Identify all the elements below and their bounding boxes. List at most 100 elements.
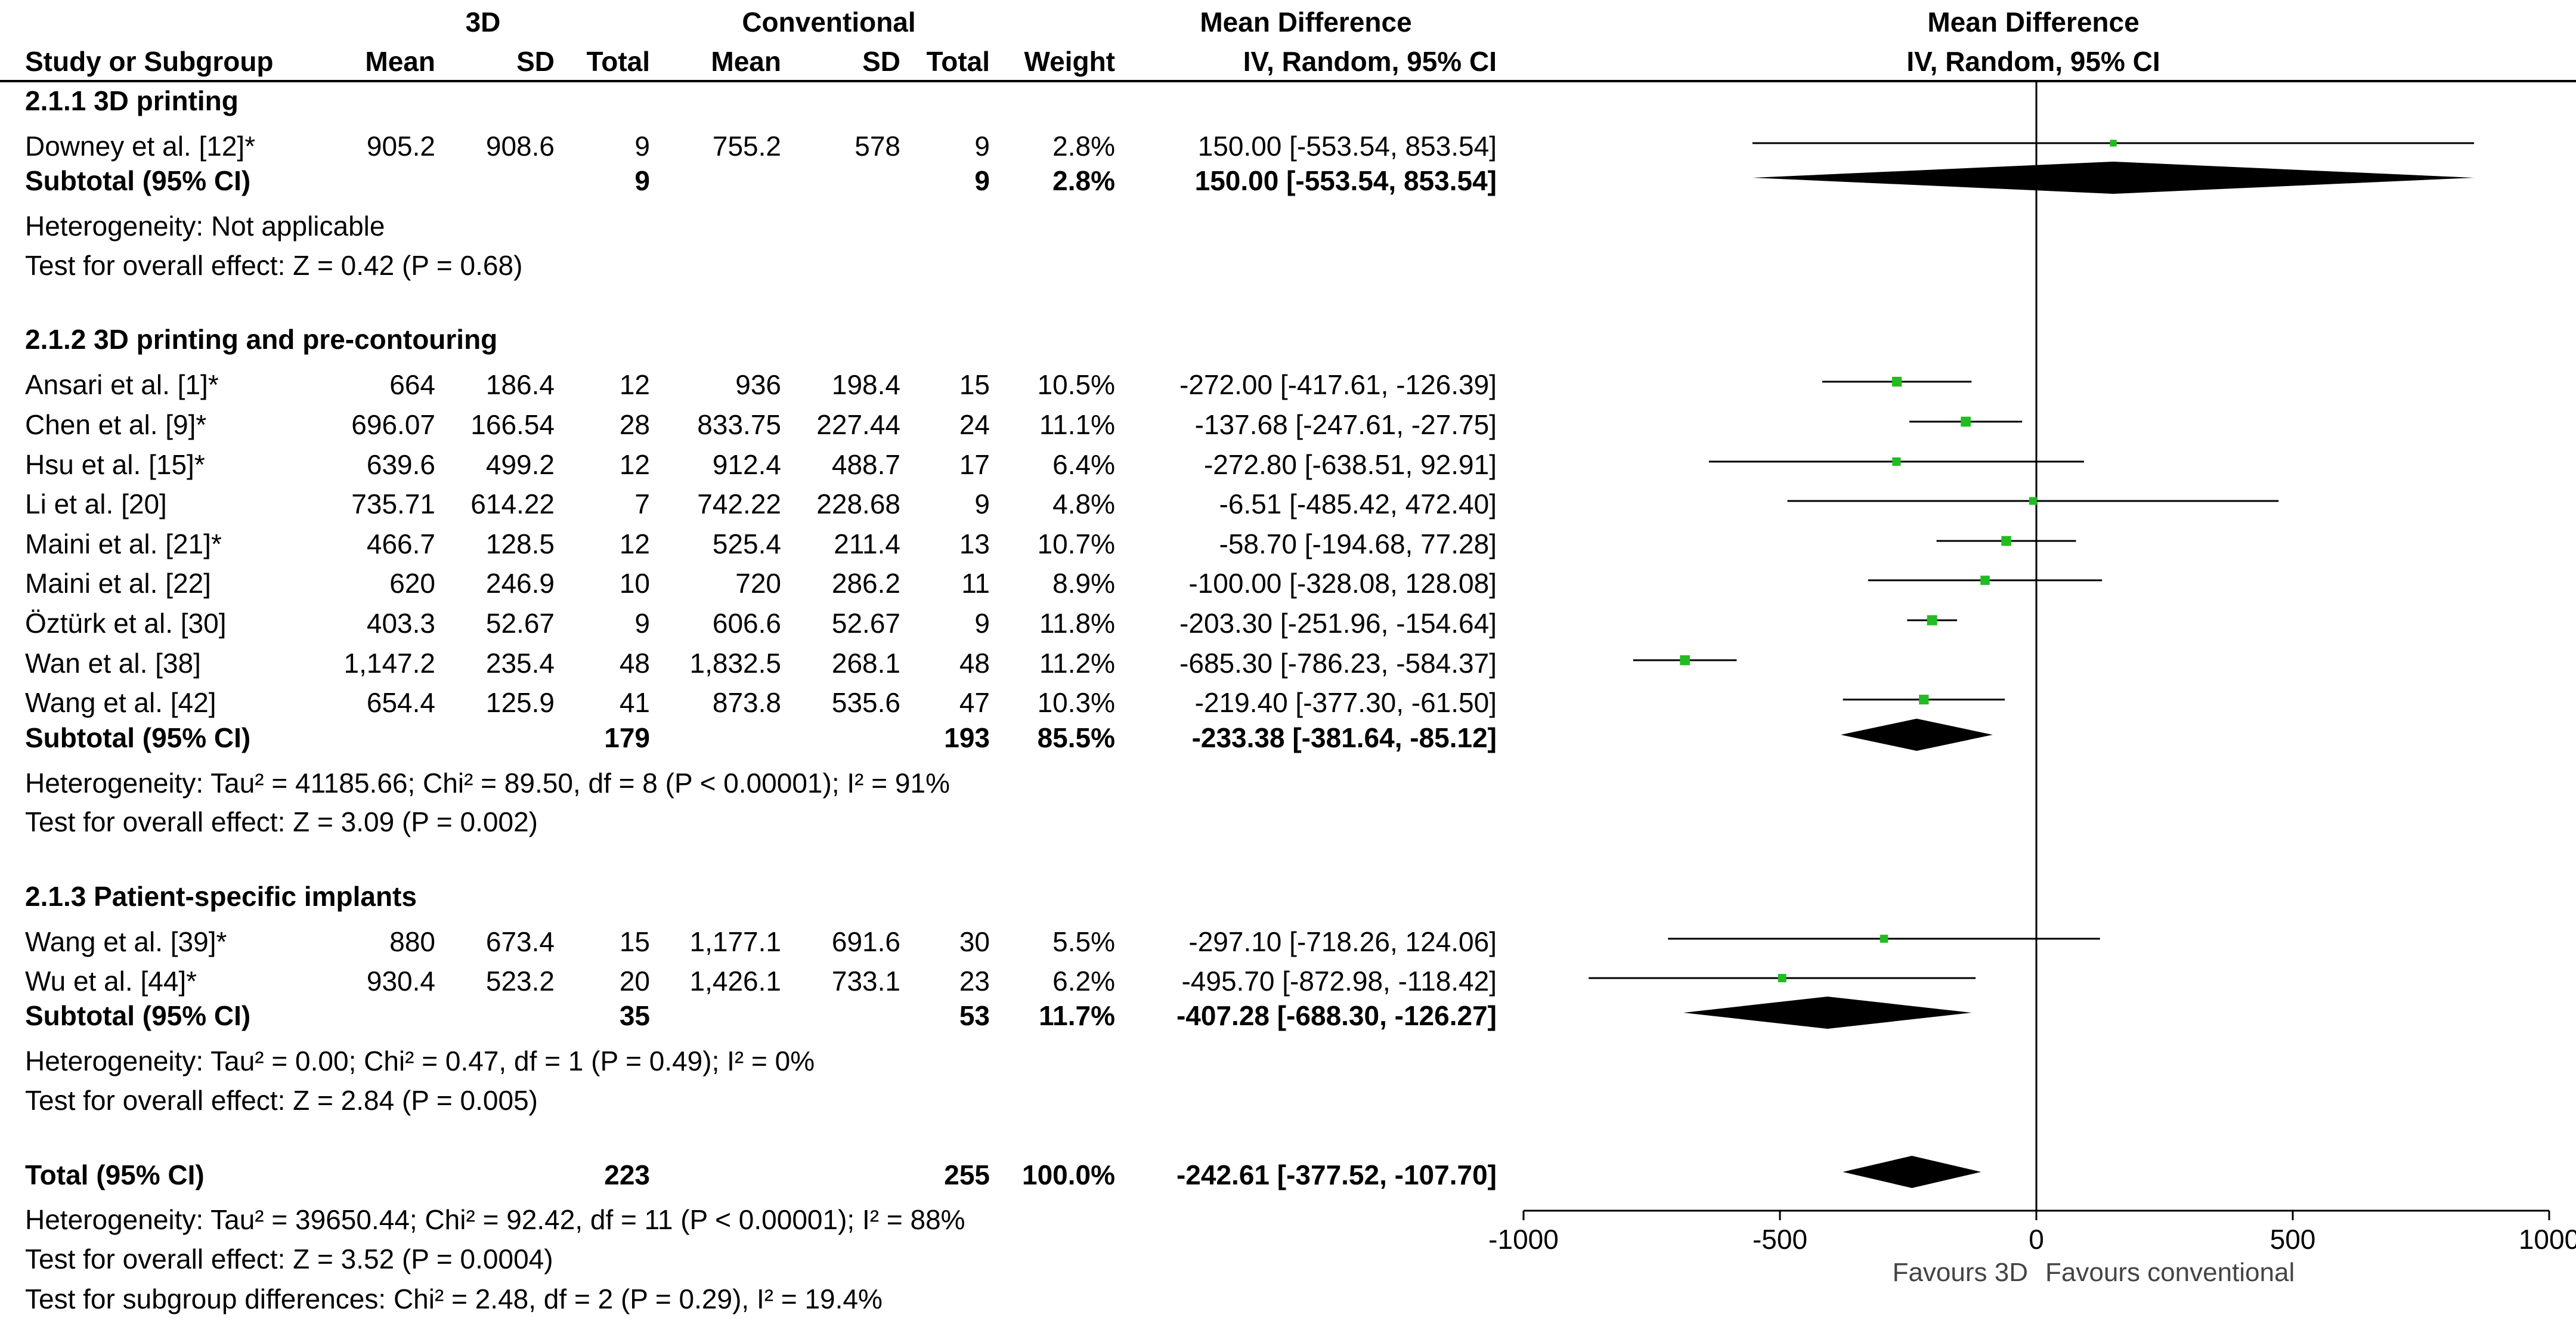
effect-square: [1961, 416, 1971, 427]
subtotal-ci: -407.28 [-688.30, -126.27]: [1176, 1000, 1497, 1031]
study-name: Wan et al. [38]: [25, 648, 201, 679]
study-mean-3d: 930.4: [366, 966, 435, 997]
subtotal-ci: 150.00 [-553.54, 853.54]: [1194, 165, 1497, 196]
study-mean-conv: 755.2: [712, 131, 781, 162]
effect-square: [2001, 536, 2011, 546]
study-ci: -6.51 [-485.42, 472.40]: [1219, 488, 1497, 519]
study-mean-conv: 525.4: [712, 528, 781, 559]
x-tick-label: 0: [2029, 1224, 2044, 1255]
study-sd-3d: 908.6: [485, 131, 555, 162]
study-name: Downey et al. [12]*: [25, 131, 256, 162]
study-mean-3d: 880: [389, 926, 435, 957]
effect-square: [1919, 694, 1929, 705]
col-sd-conv: SD: [862, 46, 900, 77]
study-total-conv: 23: [959, 966, 990, 997]
summary-diamond: [1843, 1156, 1981, 1188]
study-name: Wu et al. [44]*: [25, 966, 197, 997]
study-mean-conv: 936: [735, 369, 781, 400]
section-title: 2.1.1 3D printing: [25, 85, 239, 116]
study-weight: 5.5%: [1052, 926, 1115, 957]
study-total-3d: 12: [619, 528, 650, 559]
subtotal-ci: -233.38 [-381.64, -85.12]: [1191, 722, 1497, 753]
x-tick-label: -500: [1753, 1224, 1807, 1255]
study-mean-conv: 742.22: [697, 488, 781, 519]
study-weight: 6.2%: [1052, 966, 1115, 997]
study-sd-conv: 691.6: [831, 926, 900, 957]
study-name: Hsu et al. [15]*: [25, 449, 205, 480]
study-ci: -137.68 [-247.61, -27.75]: [1194, 409, 1497, 440]
study-ci: -203.30 [-251.96, -154.64]: [1179, 608, 1497, 639]
study-weight: 6.4%: [1052, 449, 1115, 480]
heterogeneity-text: Heterogeneity: Not applicable: [25, 211, 385, 242]
study-ci: -58.70 [-194.68, 77.28]: [1219, 528, 1497, 559]
study-mean-3d: 735.71: [351, 488, 435, 519]
study-name: Ansari et al. [1]*: [25, 369, 219, 400]
study-sd-3d: 246.9: [485, 568, 555, 599]
study-ci: 150.00 [-553.54, 853.54]: [1197, 131, 1497, 162]
study-total-3d: 48: [619, 648, 650, 679]
md-title-left: Mean Difference: [1200, 7, 1412, 38]
study-sd-3d: 673.4: [485, 926, 555, 957]
study-total-3d: 9: [634, 131, 650, 162]
total-ci: -242.61 [-377.52, -107.70]: [1176, 1159, 1497, 1190]
col-mean-3d: Mean: [365, 46, 435, 77]
study-ci: -100.00 [-328.08, 128.08]: [1188, 568, 1497, 599]
col-total-conv: Total: [926, 46, 990, 77]
overall-effect-text: Test for overall effect: Z = 2.84 (P = 0…: [25, 1085, 538, 1116]
col-sd-3d: SD: [516, 46, 555, 77]
study-mean-3d: 639.6: [366, 449, 435, 480]
study-sd-3d: 186.4: [485, 369, 555, 400]
subtotal-total-3d: 9: [634, 165, 650, 196]
study-name: Chen et al. [9]*: [25, 409, 207, 440]
study-total-conv: 9: [974, 608, 990, 639]
study-mean-conv: 1,426.1: [689, 966, 781, 997]
x-tick-label: 500: [2270, 1224, 2316, 1255]
study-sd-conv: 535.6: [831, 687, 900, 718]
study-mean-conv: 606.6: [712, 608, 781, 639]
total-total-conv: 255: [944, 1159, 990, 1190]
study-total-conv: 17: [959, 449, 990, 480]
study-mean-3d: 664: [389, 369, 435, 400]
study-sd-conv: 52.67: [831, 608, 900, 639]
x-tick-label: 1000: [2519, 1224, 2576, 1255]
effect-square: [1892, 457, 1901, 466]
study-total-3d: 20: [619, 966, 650, 997]
study-sd-3d: 523.2: [485, 966, 555, 997]
study-total-3d: 12: [619, 449, 650, 480]
study-weight: 2.8%: [1052, 131, 1115, 162]
study-name: Öztürk et al. [30]: [25, 608, 227, 639]
study-weight: 10.5%: [1037, 369, 1115, 400]
total-overall-effect-text: Test for overall effect: Z = 3.52 (P = 0…: [25, 1243, 553, 1274]
section-title: 2.1.2 3D printing and pre-contouring: [25, 324, 498, 355]
col-mean-conv: Mean: [711, 46, 781, 77]
subtotal-weight: 85.5%: [1037, 722, 1115, 753]
summary-diamond: [1840, 719, 1993, 751]
study-ci: -272.00 [-417.61, -126.39]: [1179, 369, 1497, 400]
study-total-conv: 15: [959, 369, 990, 400]
group-header-3d: 3D: [465, 7, 501, 38]
heterogeneity-text: Heterogeneity: Tau² = 41185.66; Chi² = 8…: [25, 768, 950, 799]
study-sd-conv: 268.1: [831, 648, 900, 679]
study-mean-conv: 1,177.1: [689, 926, 781, 957]
study-sd-3d: 166.54: [470, 409, 555, 440]
study-total-3d: 28: [619, 409, 650, 440]
total-label: Total (95% CI): [25, 1159, 205, 1190]
subtotal-total-conv: 9: [974, 165, 990, 196]
study-ci: -272.80 [-638.51, 92.91]: [1203, 449, 1497, 480]
study-total-3d: 9: [634, 608, 650, 639]
heterogeneity-text: Heterogeneity: Tau² = 0.00; Chi² = 0.47,…: [25, 1045, 815, 1076]
study-total-3d: 12: [619, 369, 650, 400]
study-total-3d: 15: [619, 926, 650, 957]
effect-square: [1778, 974, 1787, 982]
study-mean-3d: 620: [389, 568, 435, 599]
effect-square: [2110, 140, 2117, 147]
study-sd-3d: 128.5: [485, 528, 555, 559]
subtotal-total-3d: 179: [604, 722, 650, 753]
total-weight: 100.0%: [1021, 1159, 1115, 1190]
subtotal-label: Subtotal (95% CI): [25, 1000, 251, 1031]
study-name: Wang et al. [39]*: [25, 926, 227, 957]
study-mean-3d: 1,147.2: [343, 648, 435, 679]
subtotal-total-conv: 193: [944, 722, 990, 753]
study-mean-conv: 1,832.5: [689, 648, 781, 679]
effect-square: [1680, 655, 1690, 666]
